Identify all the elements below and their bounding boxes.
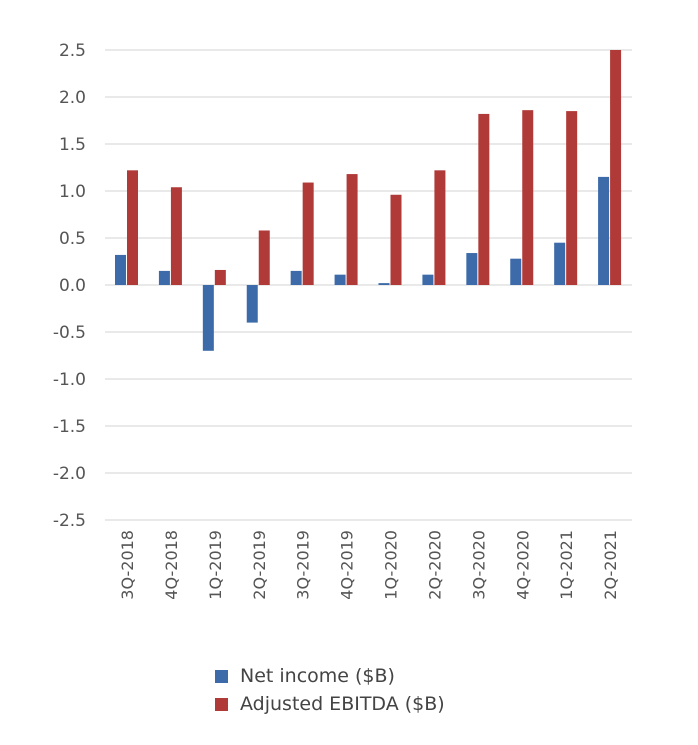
y-tick-label: -0.5 (53, 323, 86, 343)
y-tick-label: -1.5 (53, 417, 86, 437)
x-tick-label: 1Q-2019 (206, 530, 225, 600)
y-tick-label: 1.5 (59, 135, 86, 155)
y-tick-label: -1.0 (53, 370, 86, 390)
x-tick-label: 1Q-2021 (557, 530, 576, 600)
bar-adjusted-ebitda (127, 170, 138, 285)
bar-net-income (158, 270, 170, 285)
bar-net-income (598, 176, 610, 285)
bar-net-income (246, 285, 258, 323)
bar-net-income (334, 274, 346, 285)
bar-adjusted-ebitda (478, 113, 490, 285)
bar-net-income (422, 274, 434, 285)
x-tick-label: 2Q-2020 (425, 530, 444, 600)
bar-adjusted-ebitda (610, 50, 622, 285)
legend: Net income ($B) Adjusted EBITDA ($B) (215, 662, 445, 718)
y-tick-label: -2.5 (53, 511, 86, 531)
x-tick-label: 4Q-2019 (338, 530, 357, 600)
bar-net-income (290, 270, 302, 285)
x-tick-label: 4Q-2020 (513, 530, 532, 600)
bar-adjusted-ebitda (346, 174, 358, 285)
bar-net-income (554, 242, 566, 285)
bar-net-income (378, 283, 390, 285)
y-tick-label: 1.0 (59, 182, 86, 202)
x-tick-label: 2Q-2021 (601, 530, 620, 600)
y-tick-label: 0.0 (59, 276, 86, 296)
x-tick-label: 3Q-2018 (118, 530, 137, 600)
bar-net-income (202, 285, 214, 351)
bar-adjusted-ebitda (566, 111, 578, 285)
bar-adjusted-ebitda (170, 187, 182, 285)
bar-adjusted-ebitda (258, 230, 270, 285)
x-tick-label: 4Q-2018 (162, 530, 181, 600)
x-tick-label: 1Q-2020 (382, 530, 401, 600)
bar-net-income (466, 253, 478, 285)
bar-adjusted-ebitda (302, 182, 314, 285)
bar-adjusted-ebitda (214, 269, 226, 285)
bar-adjusted-ebitda (390, 194, 402, 285)
y-tick-label: 0.5 (59, 229, 86, 249)
bar-adjusted-ebitda (434, 170, 446, 285)
bar-net-income (510, 258, 522, 285)
y-tick-label: -2.0 (53, 464, 86, 484)
legend-swatch (215, 697, 228, 711)
legend-swatch (215, 669, 228, 683)
y-tick-label: 2.0 (59, 88, 86, 108)
bar-adjusted-ebitda (522, 110, 534, 285)
legend-item-net-income: Net income ($B) (215, 662, 445, 690)
bar-net-income (115, 254, 126, 285)
x-tick-label: 3Q-2019 (294, 530, 313, 600)
legend-item-adjusted-ebitda: Adjusted EBITDA ($B) (215, 690, 445, 718)
y-tick-label: 2.5 (59, 41, 86, 61)
x-tick-label: 2Q-2019 (250, 530, 269, 600)
x-tick-label: 3Q-2020 (469, 530, 488, 600)
